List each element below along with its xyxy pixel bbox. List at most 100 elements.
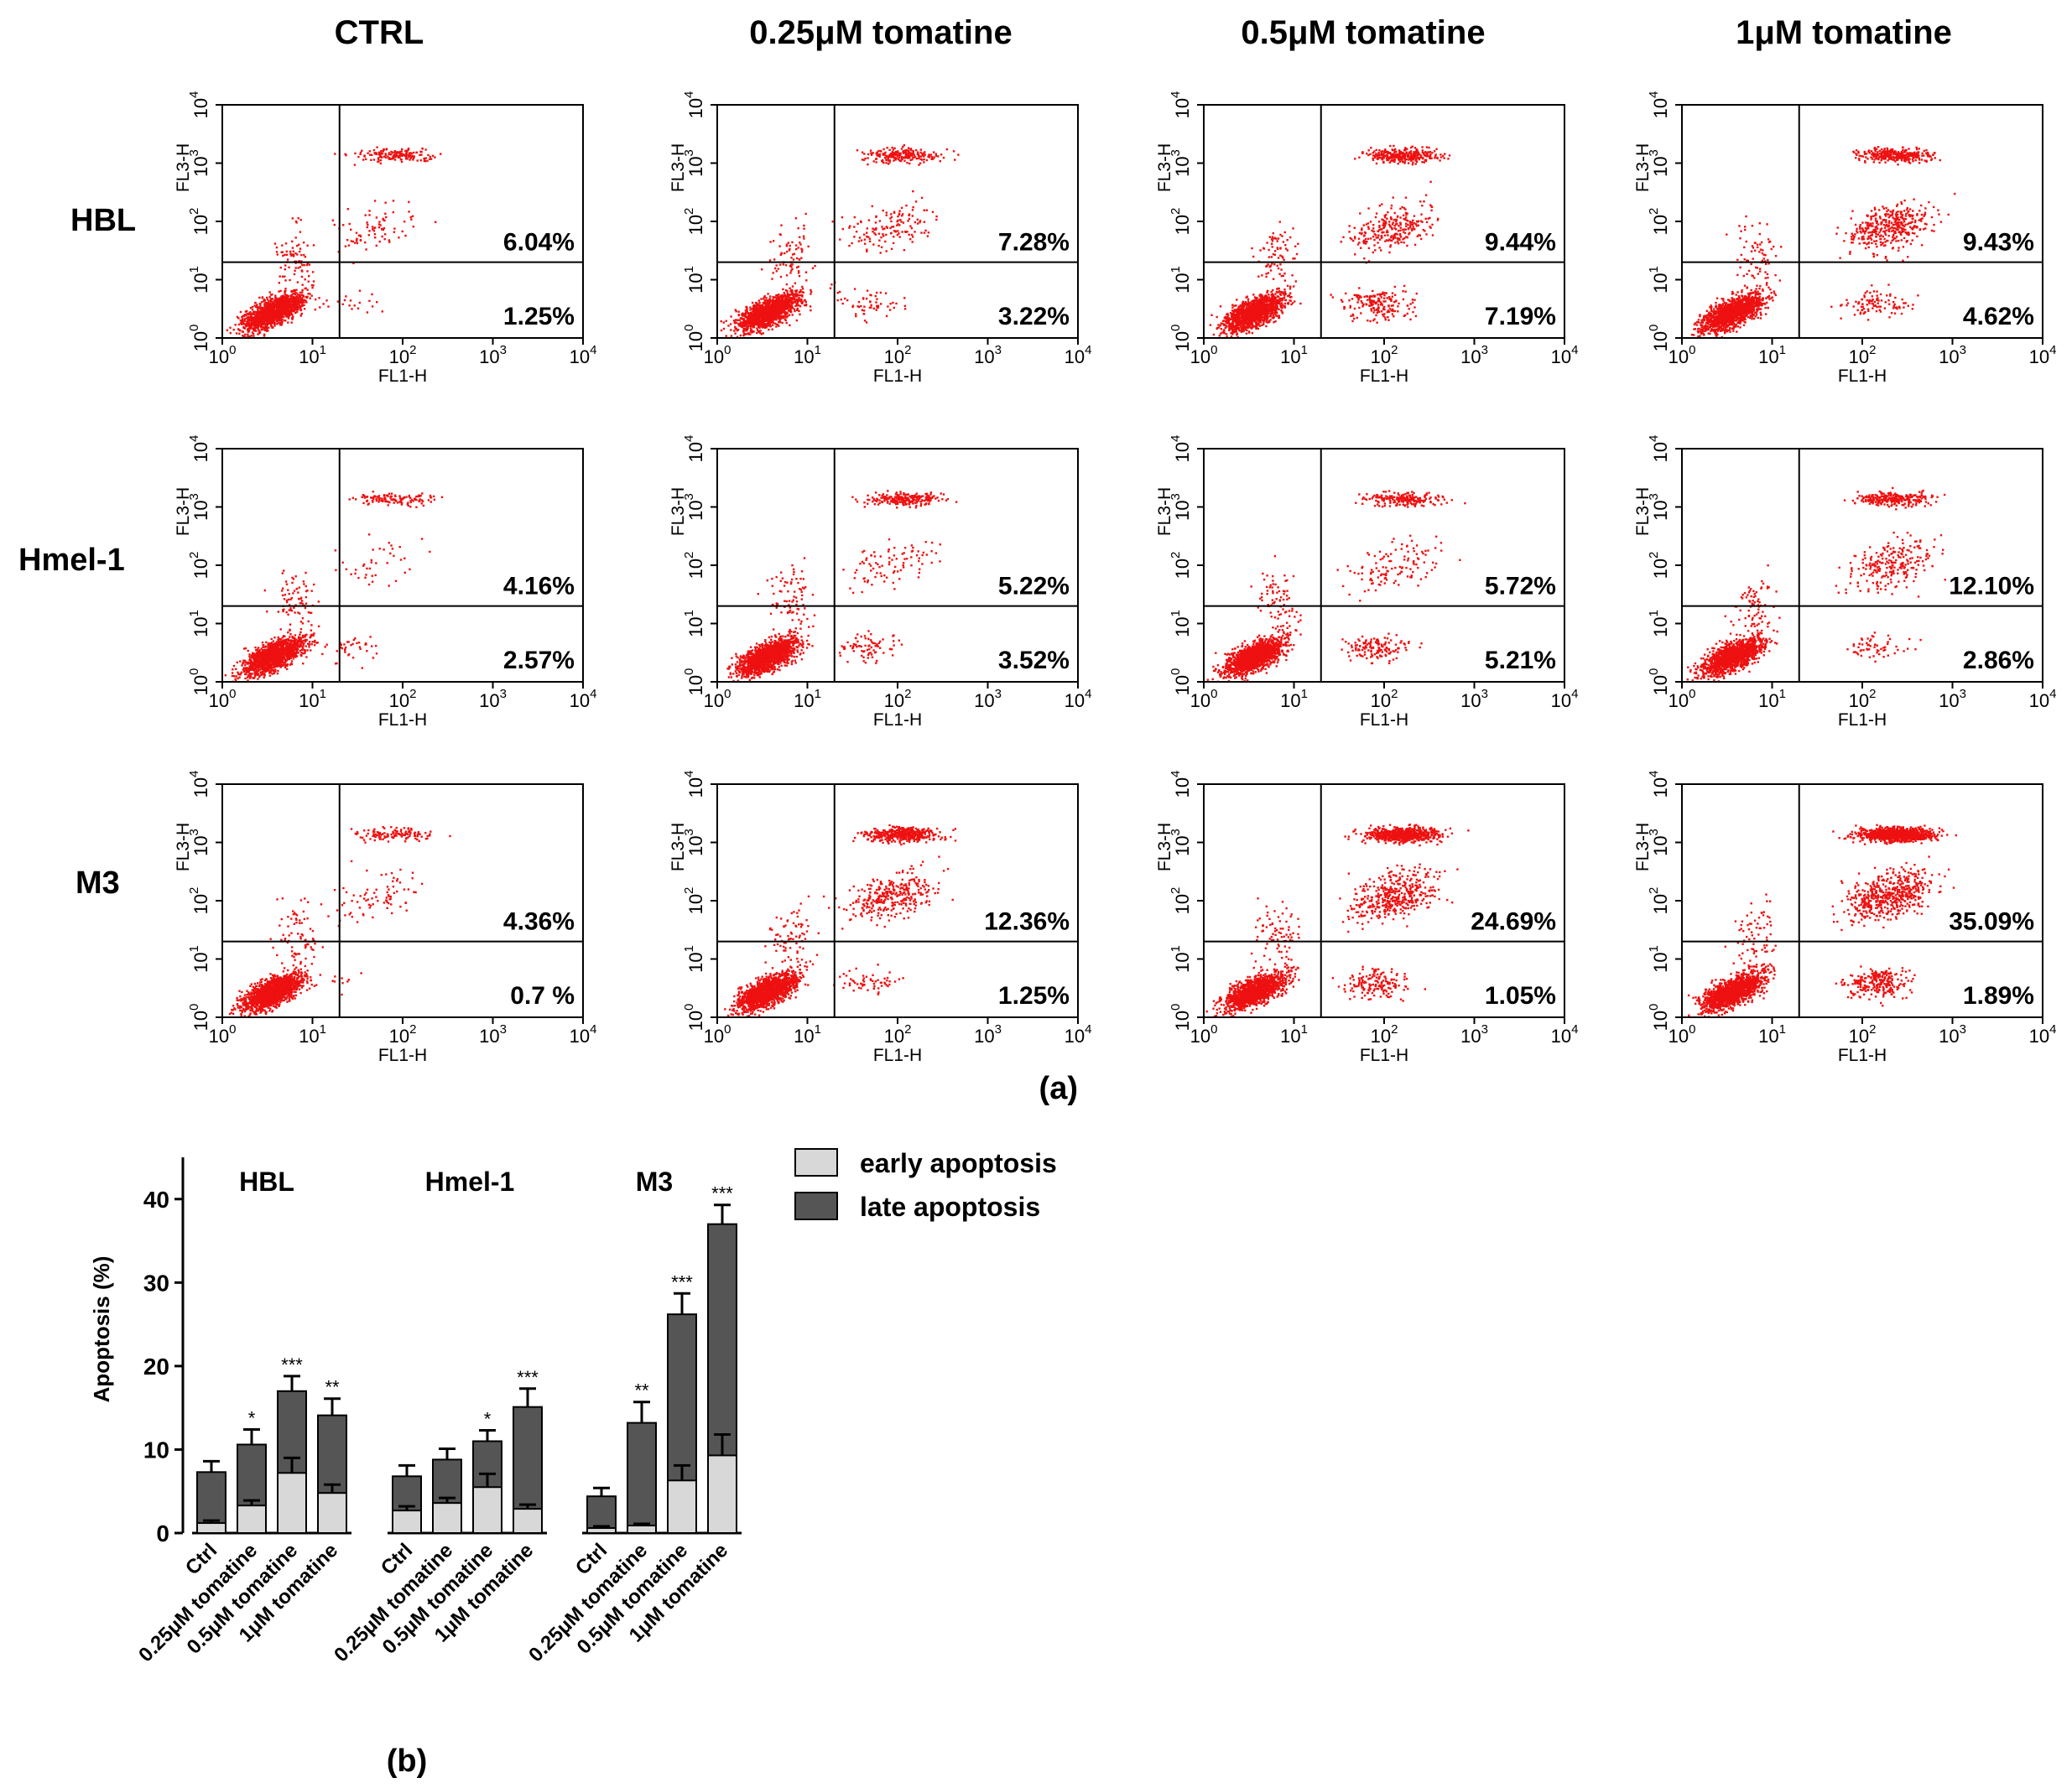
x-tick-label: 104 <box>570 1022 597 1047</box>
event-dots <box>1687 824 1957 1017</box>
late-apoptosis-percent: 24.69% <box>1471 908 1556 936</box>
event-dots <box>224 491 444 682</box>
x-tick-label: 103 <box>974 1022 1002 1047</box>
x-tick-label: 102 <box>884 343 912 367</box>
x-axis-label: FL1-H <box>1838 710 1887 730</box>
bar-early-apoptosis <box>277 1472 307 1534</box>
scatter-plot: 100100101101102102103103104104FL1-HFL3-H… <box>1633 771 2056 1065</box>
x-tick-label: 102 <box>389 343 417 367</box>
y-axis-label: FL3-H <box>669 487 688 536</box>
y-tick-label: 102 <box>1169 552 1193 580</box>
y-tick-label: 102 <box>187 887 211 915</box>
y-axis-label: FL3-H <box>1155 487 1174 536</box>
y-tick-label: 101 <box>1169 266 1193 294</box>
bar-early-apoptosis <box>317 1492 347 1535</box>
y-tick-label: 104 <box>682 91 706 119</box>
late-apoptosis-percent: 12.36% <box>984 908 1070 936</box>
x-axis-label: FL1-H <box>1360 366 1408 386</box>
early-apoptosis-percent: 5.21% <box>1485 647 1556 674</box>
x-tick-label: 100 <box>704 1022 731 1047</box>
x-tick-label: 103 <box>479 1022 507 1047</box>
y-tick-label: 0 <box>156 1520 169 1546</box>
column-titles: CTRL 0.25μM tomatine 0.5μM tomatine 1μM … <box>335 14 1952 51</box>
scatter-plot: 100100101101102102103103104104FL1-HFL3-H… <box>1155 91 1578 386</box>
column-title-05: 0.5μM tomatine <box>1241 14 1485 51</box>
event-dots <box>724 824 957 1017</box>
late-apoptosis-percent: 7.28% <box>998 229 1070 257</box>
scatter-plot: 100100101101102102103103104104FL1-HFL3-H… <box>669 771 1091 1065</box>
x-tick-label: 104 <box>1065 687 1092 711</box>
y-tick-label: 104 <box>1647 435 1671 463</box>
y-tick-label: 101 <box>187 266 211 294</box>
x-tick-label: 101 <box>1758 687 1786 711</box>
y-axis-label: FL3-H <box>174 487 193 536</box>
x-tick-label: 100 <box>1190 687 1218 711</box>
event-dots <box>726 490 958 682</box>
x-tick-label: 102 <box>1371 1022 1398 1047</box>
y-tick-label: 104 <box>682 435 706 463</box>
x-tick-label: 103 <box>1939 687 1966 711</box>
x-tick-label: 103 <box>974 343 1002 367</box>
early-apoptosis-percent: 1.89% <box>1963 982 2034 1010</box>
y-axis-label: FL3-H <box>1155 823 1174 871</box>
late-apoptosis-percent: 9.44% <box>1485 229 1556 257</box>
x-axis-label: FL1-H <box>378 366 427 386</box>
row-label-hmel1: Hmel-1 <box>18 543 125 578</box>
x-tick-label: 101 <box>794 687 821 711</box>
x-axis-label: FL1-H <box>378 1046 427 1065</box>
scatter-plot: 100100101101102102103103104104FL1-HFL3-H… <box>1633 91 2056 386</box>
event-dots <box>1690 146 1956 338</box>
x-tick-label: 104 <box>1065 343 1092 367</box>
x-tick-label: 100 <box>1669 687 1696 711</box>
bar-early-apoptosis <box>196 1522 226 1535</box>
bar-early-apoptosis <box>667 1479 697 1535</box>
y-tick-label: 104 <box>1169 91 1193 119</box>
y-axis-label: FL3-H <box>1633 823 1653 871</box>
y-tick-label: 102 <box>1169 208 1193 236</box>
y-tick-label: 104 <box>1169 435 1193 463</box>
significance-marker: ** <box>634 1380 649 1401</box>
bar-late-apoptosis <box>627 1422 657 1534</box>
early-apoptosis-percent: 0.7 % <box>510 982 575 1010</box>
x-tick-label: 100 <box>209 343 237 367</box>
x-tick-label: 104 <box>2029 1022 2057 1047</box>
y-tick-label: 104 <box>187 91 211 119</box>
scatter-plot: 100100101101102102103103104104FL1-HFL3-H… <box>174 771 596 1065</box>
y-tick-label: 100 <box>682 325 706 352</box>
y-tick-label: 100 <box>1169 668 1193 696</box>
y-axis-label: FL3-H <box>174 823 193 871</box>
early-apoptosis-percent: 4.62% <box>1963 303 2034 330</box>
early-apoptosis-percent: 3.52% <box>998 647 1070 674</box>
early-apoptosis-percent: 3.22% <box>998 303 1070 330</box>
y-tick-label: 101 <box>1647 945 1671 973</box>
row-labels: HBL Hmel-1 M3 <box>18 203 136 901</box>
x-tick-label: 101 <box>299 687 326 711</box>
y-tick-label: 101 <box>1647 610 1671 637</box>
y-tick-label: 102 <box>1647 552 1671 580</box>
x-tick-label: 102 <box>389 1022 417 1047</box>
late-apoptosis-percent: 35.09% <box>1949 908 2034 936</box>
bar-early-apoptosis <box>392 1510 422 1534</box>
y-tick-label: 30 <box>143 1270 169 1296</box>
y-axis-label: FL3-H <box>669 823 688 871</box>
y-tick-label: 100 <box>1647 668 1671 696</box>
legend-swatch-late <box>794 1192 838 1220</box>
y-tick-label: 101 <box>1169 610 1193 637</box>
scatter-plot: 100100101101102102103103104104FL1-HFL3-H… <box>669 435 1091 730</box>
column-title-025: 0.25μM tomatine <box>749 14 1012 51</box>
early-apoptosis-percent: 2.57% <box>503 647 575 674</box>
x-axis-label: FL1-H <box>1360 1046 1408 1065</box>
x-tick-label: 101 <box>299 1022 326 1047</box>
legend-swatch-early <box>794 1148 838 1177</box>
x-tick-label: 100 <box>209 1022 237 1047</box>
x-tick-label: 100 <box>1669 343 1696 367</box>
panel-label-a: (a) <box>1039 1071 1078 1106</box>
x-tick-label: 104 <box>1551 343 1579 367</box>
x-axis-label: FL1-H <box>1838 366 1887 386</box>
event-dots <box>226 146 442 338</box>
x-tick-label: 102 <box>1371 687 1398 711</box>
y-tick-label: 100 <box>187 1004 211 1032</box>
y-tick-label: 40 <box>143 1187 169 1213</box>
y-tick-label: 100 <box>1647 325 1671 352</box>
y-tick-label: 104 <box>1169 771 1193 798</box>
